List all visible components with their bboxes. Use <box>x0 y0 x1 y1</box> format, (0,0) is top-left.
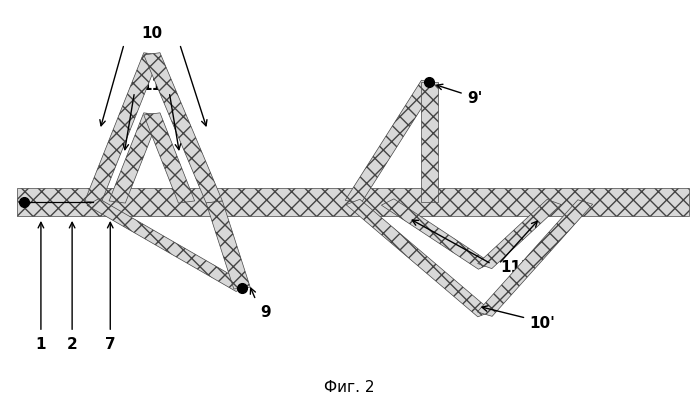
Polygon shape <box>421 83 438 202</box>
Polygon shape <box>87 199 248 292</box>
Text: 10': 10' <box>530 315 556 330</box>
Polygon shape <box>382 199 491 270</box>
Polygon shape <box>144 53 222 204</box>
Polygon shape <box>109 113 160 204</box>
Polygon shape <box>345 81 437 204</box>
Text: Фиг. 2: Фиг. 2 <box>324 379 375 394</box>
Polygon shape <box>477 200 561 269</box>
Text: 7: 7 <box>105 336 115 351</box>
Text: 10: 10 <box>141 26 162 41</box>
Text: 1: 1 <box>36 336 46 351</box>
Polygon shape <box>85 53 160 204</box>
Text: 11: 11 <box>141 78 162 93</box>
Text: 9: 9 <box>261 305 271 319</box>
Text: 2: 2 <box>66 336 78 351</box>
Text: 11': 11' <box>500 259 526 274</box>
Polygon shape <box>144 113 194 204</box>
Polygon shape <box>17 188 689 217</box>
Polygon shape <box>346 200 491 317</box>
Text: 9': 9' <box>468 91 483 106</box>
Polygon shape <box>477 200 593 317</box>
Polygon shape <box>206 202 250 289</box>
